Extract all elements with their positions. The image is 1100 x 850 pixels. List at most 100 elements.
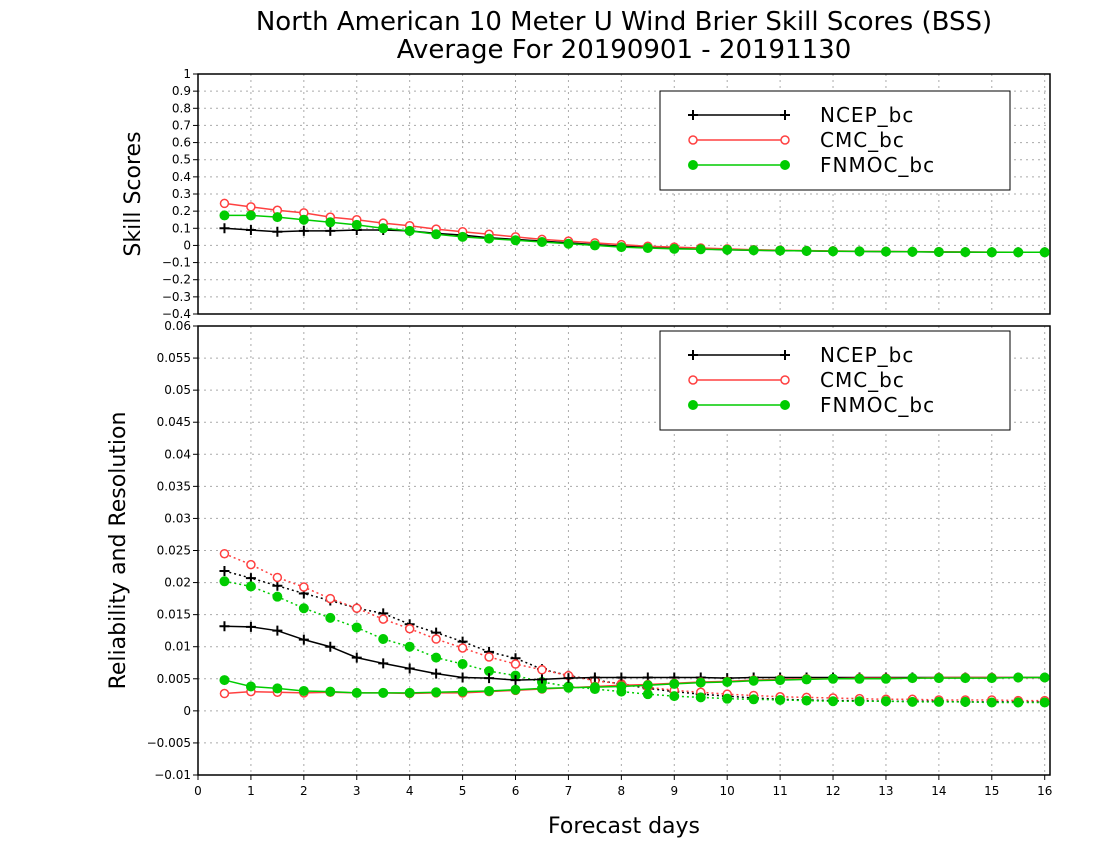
- data-point: [695, 244, 706, 255]
- data-point: [933, 673, 944, 684]
- x-tick-label: 15: [984, 784, 999, 798]
- series-line: [224, 227, 1045, 254]
- legend-label: NCEP_bc: [820, 343, 914, 367]
- legend-marker: [688, 400, 698, 410]
- data-point: [960, 696, 971, 707]
- data-point: [298, 225, 309, 236]
- y-tick-label: 0.045: [157, 415, 191, 429]
- data-point: [537, 665, 547, 675]
- x-tick-label: 9: [670, 784, 678, 798]
- data-point: [510, 675, 521, 686]
- data-point: [801, 695, 812, 706]
- legend-label: FNMOC_bc: [820, 393, 935, 417]
- data-point: [245, 581, 256, 592]
- y-tick-label: −0.3: [162, 290, 191, 304]
- data-point: [219, 566, 230, 577]
- x-tick-label: 5: [459, 784, 467, 798]
- data-point: [563, 238, 574, 249]
- data-point: [828, 673, 839, 684]
- y-tick-label: −0.1: [162, 256, 191, 270]
- data-point: [1039, 672, 1050, 683]
- data-point: [404, 225, 415, 236]
- x-tick-label: 0: [194, 784, 202, 798]
- y-tick-label: 0.5: [172, 153, 191, 167]
- data-point: [378, 223, 389, 234]
- data-point: [536, 674, 547, 685]
- data-point: [484, 673, 495, 684]
- data-point: [880, 246, 891, 257]
- data-point: [404, 687, 415, 698]
- legend-label: CMC_bc: [820, 368, 905, 392]
- chart-panels: 1 0.9 0.8 0.7 0.6 0.5 0.4 0.3 0.2 0.1 0 −0.1 −0.2 −0.…: [106, 67, 1052, 798]
- x-tick-label: 16: [1037, 784, 1052, 798]
- y-tick-label: 0.1: [172, 221, 191, 235]
- data-point: [431, 229, 442, 240]
- data-point: [1013, 672, 1024, 683]
- data-point: [352, 603, 362, 613]
- legend-marker: [688, 160, 698, 170]
- data-point: [1013, 247, 1024, 258]
- data-point: [219, 576, 230, 587]
- data-point: [722, 676, 733, 687]
- series-NCEP_bc: [219, 621, 1050, 686]
- y-tick-label: 0.03: [164, 511, 191, 525]
- data-point: [245, 573, 256, 584]
- y-axis-label: Reliability and Resolution: [106, 412, 131, 690]
- legend-marker: [688, 350, 698, 360]
- data-point: [986, 247, 997, 258]
- data-point: [404, 663, 415, 674]
- data-point: [245, 210, 256, 221]
- x-tick-label: 3: [353, 784, 361, 798]
- x-tick-label: 11: [772, 784, 787, 798]
- series-CMC_bc: [219, 548, 1050, 706]
- data-point: [378, 614, 388, 624]
- data-point: [1039, 247, 1050, 258]
- data-point: [510, 684, 521, 695]
- x-axis: 0 1 2 3 4 5 6 7 8 9 10 11 12 13 14 15 16: [194, 775, 1052, 798]
- data-point: [589, 672, 600, 683]
- y-tick-label: 0.035: [157, 479, 191, 493]
- series-line: [224, 202, 1045, 254]
- y-tick-label: 0.05: [164, 383, 191, 397]
- data-point: [933, 696, 944, 707]
- data-point: [404, 641, 415, 652]
- x-tick-label: 1: [247, 784, 255, 798]
- y-tick-label: 0.015: [157, 608, 191, 622]
- data-point: [801, 245, 812, 256]
- data-point: [563, 682, 574, 693]
- data-point: [933, 246, 944, 257]
- y-tick-label: 0.6: [172, 136, 191, 150]
- data-point: [351, 622, 362, 633]
- data-point: [378, 687, 389, 698]
- legend-marker: [688, 110, 698, 120]
- data-point: [880, 673, 891, 684]
- legend-marker: [780, 160, 790, 170]
- chart-title-line1: North American 10 Meter U Wind Brier Ski…: [256, 7, 992, 37]
- data-point: [431, 668, 442, 679]
- data-point: [828, 246, 839, 257]
- series-FNMOC_bc: [219, 576, 1050, 708]
- data-point: [246, 202, 256, 212]
- data-point: [801, 674, 812, 685]
- y-tick-label: 0.7: [172, 118, 191, 132]
- legend-label: CMC_bc: [820, 128, 905, 152]
- y-tick-label: 0.06: [164, 319, 191, 333]
- data-point: [246, 559, 256, 570]
- y-axis-label: Skill Scores: [121, 131, 146, 256]
- data-point: [484, 233, 495, 244]
- data-point: [219, 548, 230, 559]
- data-point: [669, 243, 680, 254]
- data-point: [536, 683, 547, 694]
- y-tick-label: −0.2: [162, 273, 191, 287]
- data-point: [642, 680, 653, 691]
- data-point: [775, 245, 786, 256]
- data-point: [404, 624, 415, 634]
- data-point: [298, 634, 309, 645]
- data-point: [616, 242, 627, 253]
- data-point: [325, 593, 336, 604]
- series-line: [224, 676, 1045, 694]
- legend-marker: [688, 135, 698, 145]
- y-tick-label: 0.9: [172, 84, 191, 98]
